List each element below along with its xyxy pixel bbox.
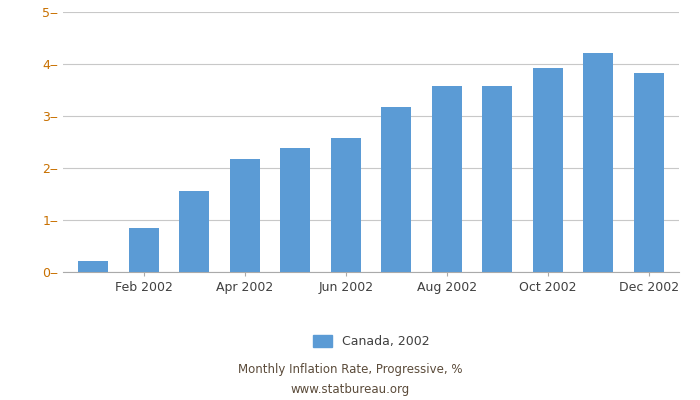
Bar	[330, 138, 361, 272]
Bar	[381, 107, 412, 272]
Bar	[432, 86, 462, 272]
Bar	[129, 228, 159, 272]
Bar	[634, 73, 664, 272]
Legend: Canada, 2002: Canada, 2002	[308, 330, 434, 353]
Bar	[280, 148, 310, 272]
Text: Monthly Inflation Rate, Progressive, %: Monthly Inflation Rate, Progressive, %	[238, 364, 462, 376]
Bar	[482, 86, 512, 272]
Bar	[179, 191, 209, 272]
Bar	[583, 52, 613, 272]
Text: www.statbureau.org: www.statbureau.org	[290, 384, 410, 396]
Bar	[230, 159, 260, 272]
Bar	[78, 260, 108, 272]
Bar	[533, 68, 563, 272]
